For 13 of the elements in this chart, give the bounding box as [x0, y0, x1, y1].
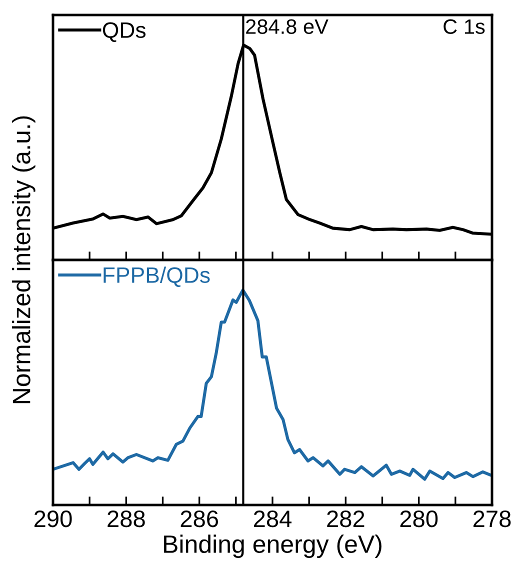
legend-label: FPPB/QDs: [104, 266, 210, 287]
x-tick-label: 284: [254, 510, 292, 528]
x-tick-label: 280: [400, 510, 438, 528]
legend-label: QDs: [102, 22, 146, 42]
x-tick-label: 282: [327, 510, 364, 528]
x-tick-label: 278: [473, 510, 511, 528]
x-axis-title: Binding energy (eV): [164, 534, 382, 558]
ref-line-label: 284.8 eV: [246, 19, 328, 34]
text: C 1s: [444, 19, 485, 34]
x-tick-label: 290: [34, 510, 72, 528]
x-tick-label: 288: [108, 510, 145, 528]
y-axis-title: Normalized intensity (a.u.): [12, 116, 36, 404]
x-tick-label: 286: [180, 510, 218, 528]
